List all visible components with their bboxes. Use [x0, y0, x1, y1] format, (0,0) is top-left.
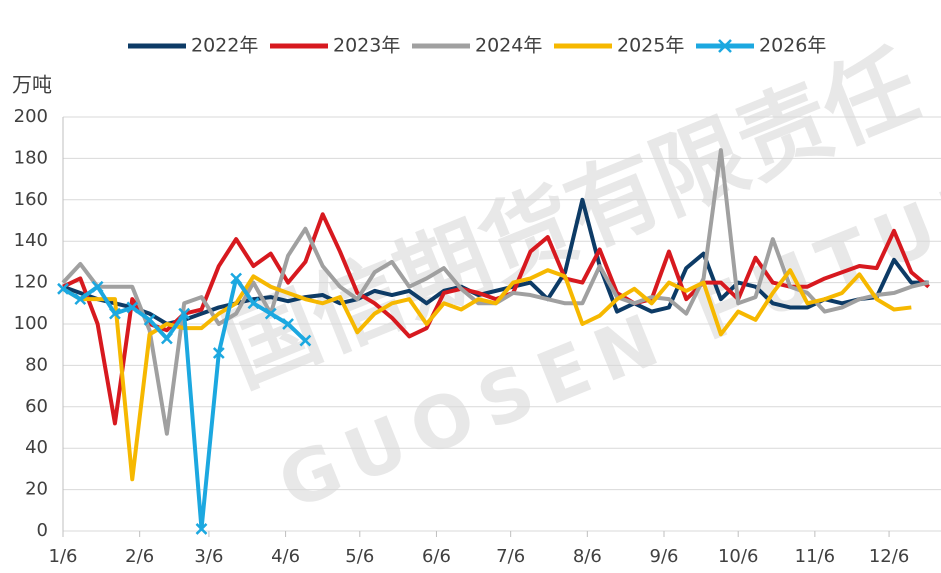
point-marker: [91, 280, 104, 293]
point-marker: [195, 523, 208, 535]
y-tick-label: 160: [14, 189, 48, 210]
point-marker: [212, 347, 225, 359]
y-tick-label: 120: [14, 272, 48, 293]
series-line: [61, 268, 912, 482]
legend-label: 2022年: [191, 35, 258, 57]
legend-label: 2023年: [333, 35, 400, 57]
y-unit: 万吨: [12, 73, 52, 97]
x-tick-label: 7/6: [496, 546, 525, 567]
x-tick-label: 6/6: [422, 546, 451, 567]
y-tick-label: 200: [14, 106, 48, 127]
x-tick-label: 3/6: [194, 546, 223, 567]
x-tick-label: 2/6: [125, 546, 154, 567]
point-marker: [160, 332, 173, 345]
point-marker: [282, 318, 294, 330]
point-marker: [57, 282, 69, 295]
y-tick-label: 20: [25, 479, 48, 500]
legend-marker: [718, 39, 732, 53]
x-tick-label: 4/6: [271, 546, 300, 567]
y-tick-label: 100: [14, 313, 48, 334]
y-tick-label: 60: [25, 396, 48, 417]
series-line: [62, 212, 930, 426]
y-tick-label: 180: [14, 147, 48, 168]
x-tick-label: 11/6: [795, 546, 835, 567]
point-marker: [109, 307, 121, 320]
x-tick-label: 5/6: [345, 546, 374, 567]
point-marker: [143, 313, 156, 326]
y-tick-label: 140: [14, 230, 48, 251]
point-marker: [247, 297, 260, 310]
x-tick-label: 10/6: [718, 546, 758, 567]
x-tick-label: 12/6: [869, 546, 909, 567]
y-tick-label: 80: [25, 354, 48, 375]
legend-label: 2024年: [475, 35, 542, 57]
legend-label: 2025年: [617, 35, 684, 57]
y-tick-label: 40: [25, 437, 48, 458]
x-tick-label: 1/6: [49, 546, 78, 567]
x-tick-label: 8/6: [573, 546, 602, 567]
y-tick-label: 0: [37, 520, 48, 541]
point-marker: [299, 334, 312, 347]
x-tick-label: 9/6: [650, 546, 679, 567]
point-marker: [264, 307, 277, 320]
series-line: [62, 197, 929, 326]
point-marker: [178, 307, 191, 320]
point-marker: [230, 272, 243, 285]
point-marker: [126, 301, 139, 314]
point-marker: [74, 293, 87, 306]
legend-label: 2026年: [759, 35, 826, 57]
